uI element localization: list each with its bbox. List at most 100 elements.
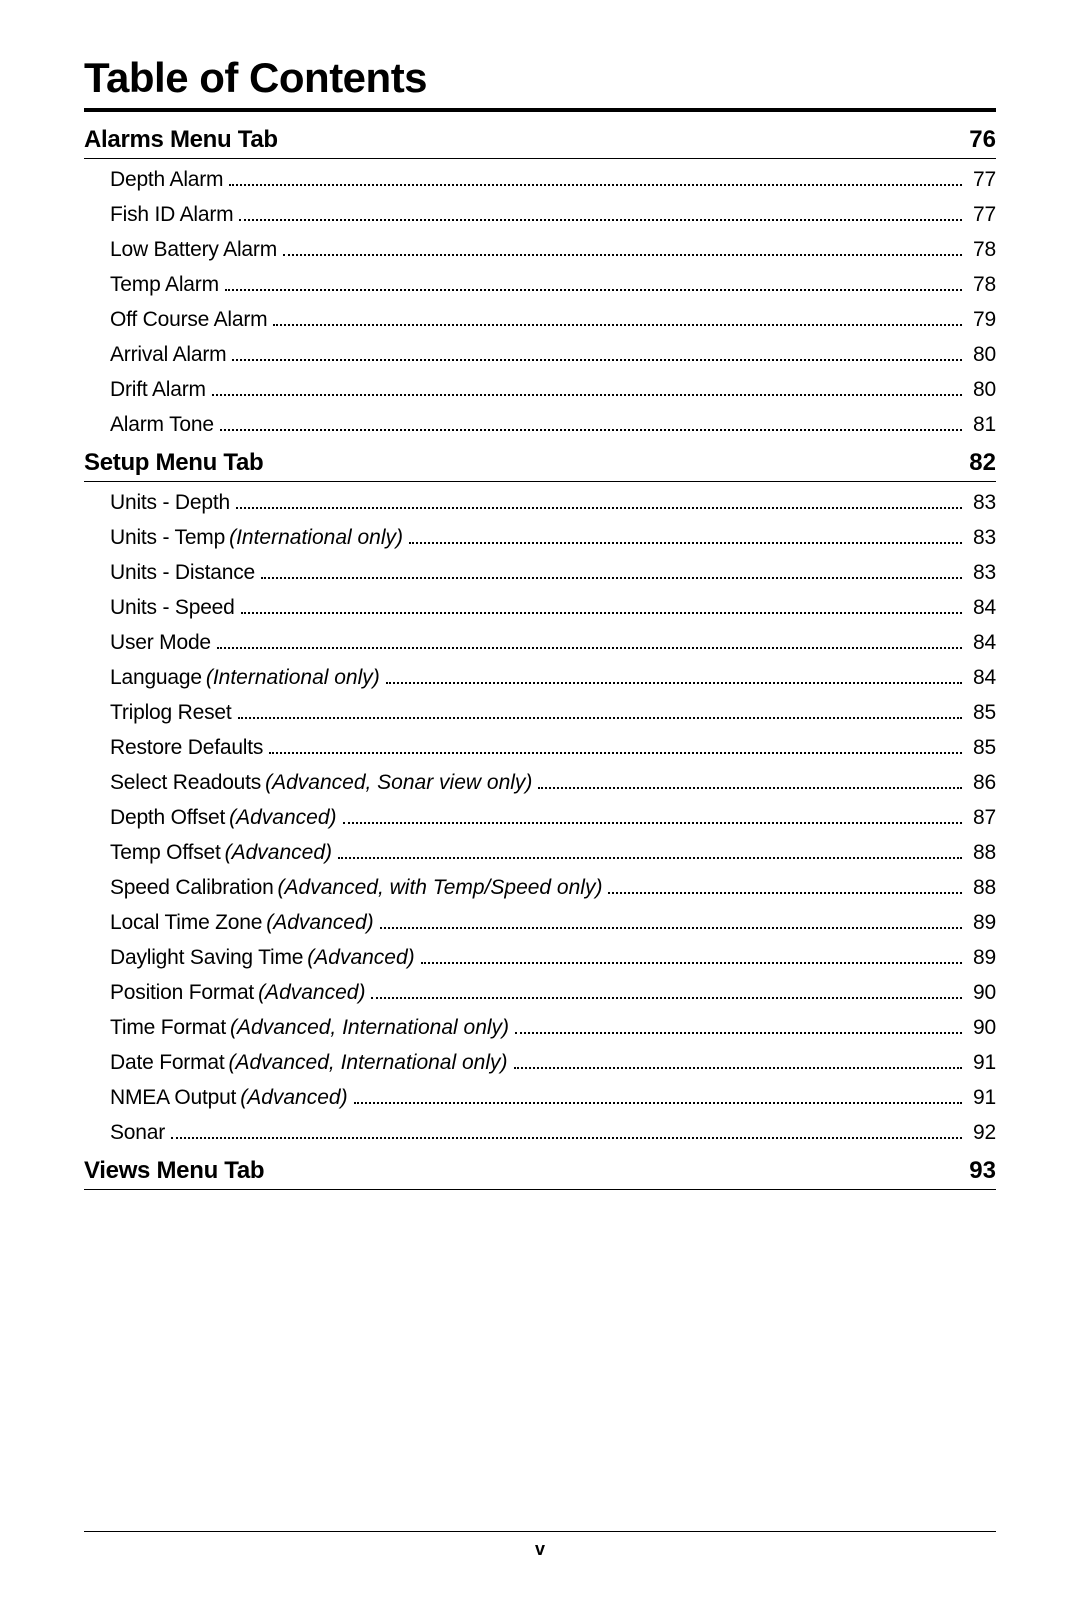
leader-dots [338, 848, 962, 859]
leader-dots [343, 813, 962, 824]
leader-dots [212, 385, 962, 396]
leader-dots [371, 988, 962, 999]
toc-entry: Local Time Zone(Advanced) 89 [110, 912, 996, 933]
entry-label: Depth Offset [110, 807, 225, 828]
leader-dots [220, 420, 962, 431]
entry-qualifier: (Advanced, with Temp/Speed only) [278, 877, 603, 898]
entry-page: 88 [966, 877, 996, 898]
entry-page: 83 [966, 492, 996, 513]
entry-qualifier: (Advanced) [240, 1087, 347, 1108]
entry-label: Off Course Alarm [110, 309, 267, 330]
toc-entry: NMEA Output(Advanced) 91 [110, 1087, 996, 1108]
entry-page: 78 [966, 239, 996, 260]
toc-entry: Select Readouts(Advanced, Sonar view onl… [110, 772, 996, 793]
entry-page: 88 [966, 842, 996, 863]
entry-page: 87 [966, 807, 996, 828]
entry-page: 90 [966, 1017, 996, 1038]
section-title: Alarms Menu Tab [84, 126, 278, 154]
entry-label: Triplog Reset [110, 702, 232, 723]
leader-dots [515, 1023, 962, 1034]
toc-entry: User Mode 84 [110, 632, 996, 653]
leader-dots [283, 245, 962, 256]
leader-dots [354, 1093, 962, 1104]
leader-dots [514, 1058, 963, 1069]
entry-page: 92 [966, 1122, 996, 1143]
page-number: v [0, 1539, 1080, 1560]
section-title: Views Menu Tab [84, 1157, 264, 1185]
leader-dots [261, 568, 962, 579]
title-rule [84, 108, 996, 112]
entry-label: Depth Alarm [110, 169, 223, 190]
footer-rule [84, 1531, 996, 1532]
entries-list: Depth Alarm 77 Fish ID Alarm77 Low Battery … [84, 169, 996, 435]
entry-page: 89 [966, 947, 996, 968]
entry-page: 84 [966, 632, 996, 653]
entry-page: 86 [966, 772, 996, 793]
entry-label: Date Format [110, 1052, 225, 1073]
leader-dots [409, 533, 962, 544]
entry-qualifier: (Advanced, Sonar view only) [265, 772, 532, 793]
entry-label: Drift Alarm [110, 379, 206, 400]
leader-dots [421, 953, 962, 964]
entry-page: 89 [966, 912, 996, 933]
leader-dots [217, 638, 962, 649]
section-header: Views Menu Tab 93 [84, 1157, 996, 1190]
entry-page: 83 [966, 527, 996, 548]
toc-entry: Fish ID Alarm77 [110, 204, 996, 225]
toc-entry: Temp Alarm78 [110, 274, 996, 295]
leader-dots [229, 175, 962, 186]
toc-entry: Triplog Reset 85 [110, 702, 996, 723]
leader-dots [273, 315, 962, 326]
entry-label: Fish ID Alarm [110, 204, 233, 225]
entry-label: Temp Offset [110, 842, 221, 863]
toc-section: Setup Menu Tab82Units - Depth83Units - T… [84, 449, 996, 1143]
entry-label: Language [110, 667, 202, 688]
page: Table of Contents Alarms Menu Tab76Depth… [0, 0, 1080, 1620]
entries-list: Units - Depth83Units - Temp(Internationa… [84, 492, 996, 1143]
toc-entry: Date Format(Advanced, International only… [110, 1052, 996, 1073]
entry-page: 84 [966, 597, 996, 618]
entry-qualifier: (International only) [206, 667, 380, 688]
toc-entry: Depth Offset(Advanced)87 [110, 807, 996, 828]
entry-label: Speed Calibration [110, 877, 274, 898]
entry-label: Sonar [110, 1122, 165, 1143]
toc-entry: Low Battery Alarm78 [110, 239, 996, 260]
toc-entry: Alarm Tone 81 [110, 414, 996, 435]
entry-label: Local Time Zone [110, 912, 262, 933]
toc-title: Table of Contents [84, 54, 996, 102]
entry-page: 77 [966, 169, 996, 190]
entry-qualifier: (Advanced) [307, 947, 414, 968]
toc-entry: Units - Temp(International only)83 [110, 527, 996, 548]
entry-page: 91 [966, 1087, 996, 1108]
entry-qualifier: (Advanced) [266, 912, 373, 933]
entry-label: User Mode [110, 632, 211, 653]
section-title: Setup Menu Tab [84, 449, 263, 477]
entry-page: 81 [966, 414, 996, 435]
entry-label: Units - Speed [110, 597, 235, 618]
entry-page: 85 [966, 737, 996, 758]
entry-qualifier: (Advanced) [258, 982, 365, 1003]
leader-dots [380, 918, 962, 929]
leader-dots [608, 883, 962, 894]
toc-entry: Units - Speed 84 [110, 597, 996, 618]
section-page: 93 [969, 1157, 996, 1185]
entry-page: 90 [966, 982, 996, 1003]
toc-entry: Language(International only)84 [110, 667, 996, 688]
entry-page: 83 [966, 562, 996, 583]
entry-label: NMEA Output [110, 1087, 236, 1108]
entry-label: Alarm Tone [110, 414, 214, 435]
entry-page: 80 [966, 344, 996, 365]
entry-label: Time Format [110, 1017, 226, 1038]
toc-entry: Depth Alarm 77 [110, 169, 996, 190]
entry-qualifier: (Advanced, International only) [229, 1052, 508, 1073]
entry-label: Temp Alarm [110, 274, 219, 295]
toc-section: Views Menu Tab 93 [84, 1157, 996, 1190]
leader-dots [386, 673, 962, 684]
entry-label: Arrival Alarm [110, 344, 226, 365]
entry-page: 91 [966, 1052, 996, 1073]
entry-page: 85 [966, 702, 996, 723]
leader-dots [241, 603, 962, 614]
entry-qualifier: (International only) [229, 527, 403, 548]
toc-entry: Temp Offset(Advanced)88 [110, 842, 996, 863]
toc-entry: Daylight Saving Time(Advanced)89 [110, 947, 996, 968]
